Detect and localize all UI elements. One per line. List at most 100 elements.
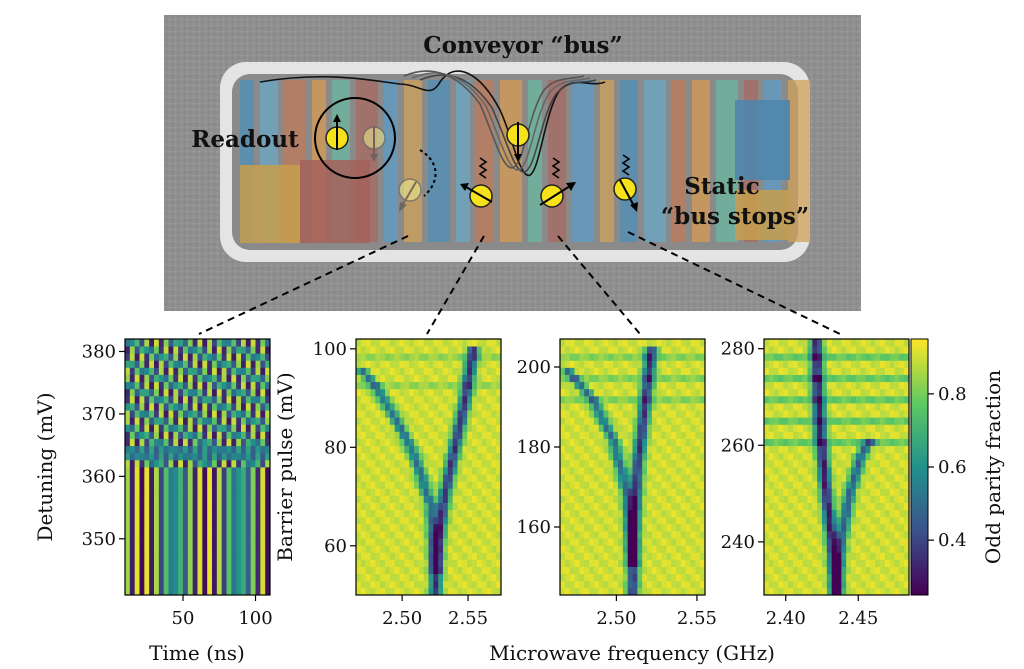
heatmap-cell <box>875 360 881 368</box>
heatmap-cell <box>399 459 405 468</box>
heatmap-cell <box>443 488 449 496</box>
heatmap-cell <box>226 346 232 354</box>
heatmap-cell <box>661 495 667 503</box>
heatmap-cell <box>695 580 701 589</box>
heatmap-cell <box>778 417 784 425</box>
heatmap-cell <box>671 424 677 432</box>
heatmap-cell <box>793 424 799 432</box>
heatmap-cell <box>569 516 575 525</box>
heatmap-cell <box>423 452 429 461</box>
heatmap-cell <box>642 566 648 575</box>
heatmap-cell <box>680 445 687 454</box>
heatmap-cell <box>356 509 362 518</box>
heatmap-cell <box>676 545 682 553</box>
heatmap-cell <box>613 566 619 575</box>
heatmap-cell <box>207 474 213 482</box>
heatmap-cell <box>569 374 575 383</box>
heatmap-cell <box>139 587 145 596</box>
heatmap-cell <box>880 445 886 454</box>
heatmap-cell <box>428 545 434 553</box>
heatmap-cell <box>496 481 502 489</box>
heatmap-cell <box>889 495 895 503</box>
heatmap-cell <box>433 339 439 347</box>
heatmap-cell <box>608 552 614 560</box>
heatmap-cell <box>860 431 866 439</box>
heatmap-cell <box>593 403 600 411</box>
heatmap-cell <box>817 339 823 347</box>
heatmap-cell <box>676 559 682 567</box>
heatmap-cell <box>589 573 595 582</box>
heatmap-cell <box>773 403 779 411</box>
heatmap-cell <box>457 431 463 439</box>
heatmap-cell <box>894 360 900 368</box>
heatmap-cell <box>579 566 585 575</box>
heatmap-cell <box>884 488 891 496</box>
heatmap-cell <box>579 360 585 368</box>
heatmap-cell <box>831 410 837 418</box>
heatmap-cell <box>486 580 492 589</box>
heatmap-cell <box>443 410 449 418</box>
heatmap-cell <box>584 523 590 532</box>
heatmap-cell <box>627 417 633 425</box>
heatmap-cell <box>783 495 789 503</box>
heatmap-cell <box>414 545 420 553</box>
heatmap-cell <box>457 545 463 553</box>
heatmap-cell <box>236 587 242 596</box>
heatmap-cell <box>865 360 871 368</box>
heatmap-cell <box>560 523 566 532</box>
heatmap-cell <box>793 445 799 454</box>
heatmap-cell <box>797 445 804 454</box>
heatmap-cell <box>593 474 600 482</box>
heatmap-cell <box>360 367 367 375</box>
heatmap-cell <box>385 424 391 432</box>
heatmap-cell <box>651 431 658 439</box>
heatmap-cell <box>807 353 813 361</box>
heatmap-cell <box>778 474 784 482</box>
heatmap-cell <box>144 545 150 553</box>
heatmap-cell <box>173 374 179 383</box>
heatmap-cell <box>481 566 487 575</box>
heatmap-cell <box>360 587 367 596</box>
heatmap-cell <box>250 438 256 447</box>
heatmap-cell <box>788 424 794 432</box>
heatmap-cell <box>438 367 444 375</box>
heatmap-cell <box>183 509 189 518</box>
heatmap-cell <box>584 424 590 432</box>
heatmap-cell <box>656 488 662 496</box>
y-tick-label: 370 <box>82 404 116 425</box>
heatmap-cell <box>783 552 789 560</box>
heatmap-cell <box>173 381 179 390</box>
heatmap-cell <box>661 459 667 468</box>
heatmap-cell <box>894 580 900 589</box>
heatmap-cell <box>695 395 701 404</box>
heatmap-cell <box>822 445 828 454</box>
heatmap-cell <box>462 474 468 482</box>
heatmap-cell <box>245 424 252 432</box>
heatmap-cell <box>870 573 876 582</box>
heatmap-cell <box>197 545 203 553</box>
heatmap-cell <box>584 339 590 347</box>
heatmap-cell <box>618 353 624 361</box>
heatmap-cell <box>414 388 420 397</box>
heatmap-cell <box>826 523 833 532</box>
heatmap-cell <box>414 395 420 404</box>
heatmap-cell <box>807 587 813 596</box>
heatmap-cell <box>826 502 833 511</box>
heatmap-cell <box>836 474 842 482</box>
heatmap-cell <box>846 474 852 482</box>
heatmap-cell <box>418 488 425 496</box>
heatmap-cell <box>481 495 487 503</box>
heatmap-cell <box>255 346 261 354</box>
heatmap-cell <box>260 403 266 411</box>
heatmap-cell <box>250 467 256 475</box>
heatmap-cell <box>589 531 595 539</box>
heatmap-cell <box>797 360 804 368</box>
heatmap-cell <box>865 509 871 518</box>
heatmap-cell <box>564 545 571 553</box>
heatmap-cell <box>797 424 804 432</box>
heatmap-cell <box>385 516 391 525</box>
heatmap-cell <box>899 452 905 461</box>
heatmap-cell <box>889 488 895 496</box>
heatmap-cell <box>173 488 179 496</box>
